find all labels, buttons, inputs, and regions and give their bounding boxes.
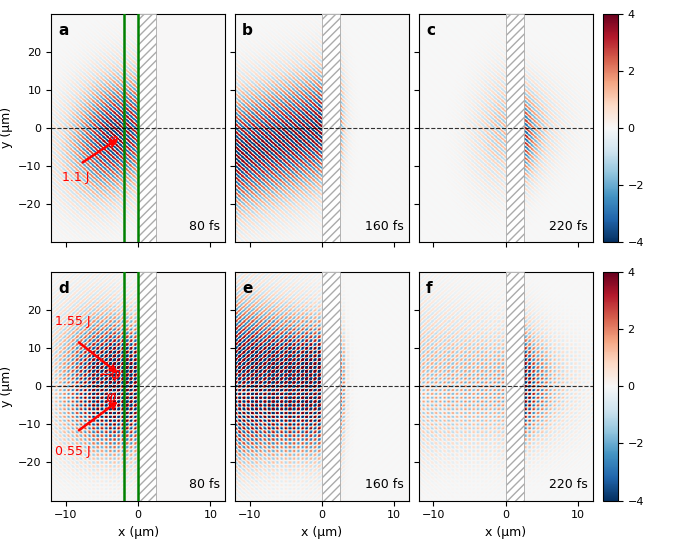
Text: f: f bbox=[426, 281, 432, 296]
Text: 1.1 J: 1.1 J bbox=[62, 171, 90, 184]
Text: 0.55 J: 0.55 J bbox=[55, 445, 90, 458]
Text: b: b bbox=[242, 23, 253, 38]
Text: e: e bbox=[242, 281, 253, 296]
Text: −φ: −φ bbox=[99, 368, 121, 382]
Bar bbox=[506, 272, 524, 501]
Text: d: d bbox=[58, 281, 69, 296]
Y-axis label: y (μm): y (μm) bbox=[0, 107, 12, 148]
X-axis label: x (μm): x (μm) bbox=[485, 526, 526, 539]
Text: 160 fs: 160 fs bbox=[364, 479, 403, 491]
Bar bbox=[322, 272, 340, 501]
Text: φ: φ bbox=[108, 133, 117, 148]
Bar bbox=[506, 14, 524, 242]
Y-axis label: y (μm): y (μm) bbox=[0, 366, 12, 407]
Bar bbox=[322, 14, 340, 242]
Text: φ: φ bbox=[105, 389, 116, 405]
X-axis label: x (μm): x (μm) bbox=[118, 526, 159, 539]
Bar bbox=[506, 272, 524, 501]
Text: c: c bbox=[426, 23, 435, 38]
Text: 1.55 J: 1.55 J bbox=[55, 316, 90, 328]
Text: 160 fs: 160 fs bbox=[364, 220, 403, 233]
Text: 80 fs: 80 fs bbox=[188, 220, 220, 233]
X-axis label: x (μm): x (μm) bbox=[301, 526, 342, 539]
Text: a: a bbox=[58, 23, 68, 38]
Bar bbox=[322, 272, 340, 501]
Bar bbox=[138, 272, 156, 501]
Text: 220 fs: 220 fs bbox=[549, 220, 587, 233]
Text: 80 fs: 80 fs bbox=[188, 479, 220, 491]
Bar bbox=[138, 14, 156, 242]
Bar bbox=[506, 14, 524, 242]
Bar bbox=[138, 14, 156, 242]
Text: 220 fs: 220 fs bbox=[549, 479, 587, 491]
Bar bbox=[322, 14, 340, 242]
Bar bbox=[138, 272, 156, 501]
